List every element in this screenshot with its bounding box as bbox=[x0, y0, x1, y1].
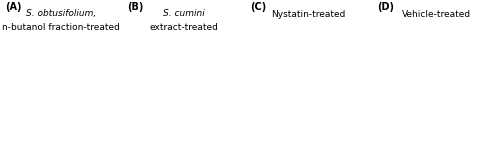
Text: (C): (C) bbox=[250, 2, 266, 12]
Text: 0: 0 bbox=[5, 153, 10, 162]
Text: 0: 0 bbox=[378, 153, 382, 162]
Text: (B): (B) bbox=[128, 2, 144, 12]
Text: 10: 10 bbox=[62, 153, 72, 162]
Text: μm: μm bbox=[31, 153, 44, 162]
Text: 10: 10 bbox=[310, 153, 320, 162]
Text: extract-treated: extract-treated bbox=[150, 23, 218, 32]
Text: S. cumini: S. cumini bbox=[163, 9, 204, 18]
Text: n-butanol fraction-treated: n-butanol fraction-treated bbox=[2, 23, 120, 32]
Text: Vehicle-treated: Vehicle-treated bbox=[402, 10, 471, 19]
Text: μm: μm bbox=[278, 153, 290, 162]
Text: 10: 10 bbox=[438, 153, 448, 162]
Text: μm: μm bbox=[406, 153, 417, 162]
Text: μm: μm bbox=[154, 153, 166, 162]
Text: (D): (D) bbox=[378, 2, 394, 12]
Text: 10: 10 bbox=[185, 153, 194, 162]
Text: 0: 0 bbox=[250, 153, 255, 162]
Text: 0: 0 bbox=[128, 153, 132, 162]
Text: S. obtusifolium,: S. obtusifolium, bbox=[26, 9, 96, 18]
Text: (A): (A) bbox=[5, 2, 21, 12]
Text: Nystatin-treated: Nystatin-treated bbox=[272, 10, 346, 19]
